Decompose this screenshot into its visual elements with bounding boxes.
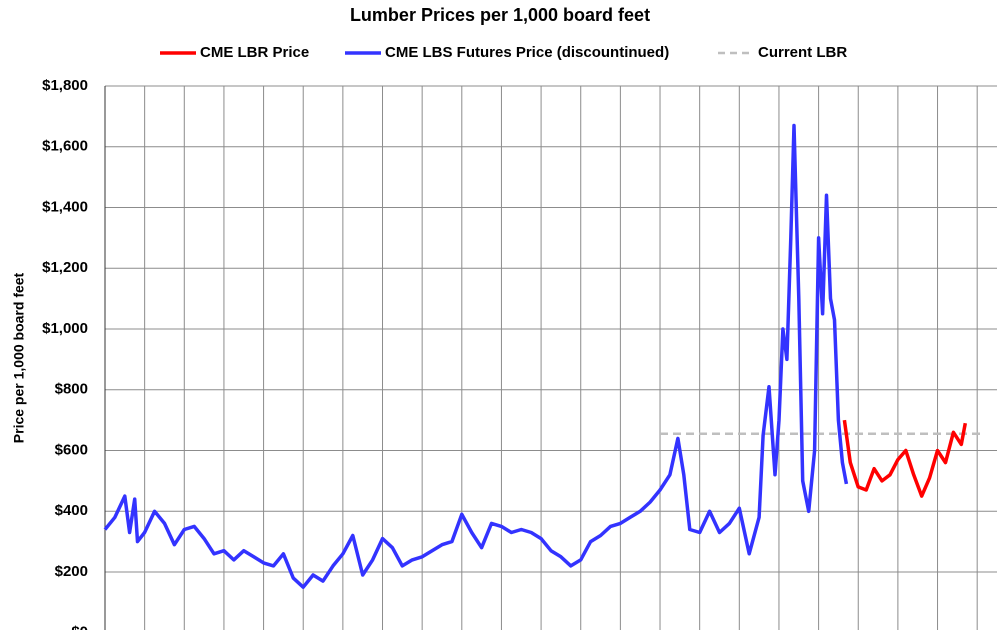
line-series <box>103 123 849 589</box>
y-tick-label: $400 <box>55 502 88 519</box>
y-tick-label: $1,200 <box>42 259 88 276</box>
y-tick-label: $800 <box>55 381 88 398</box>
legend-label: Current LBR <box>758 44 847 61</box>
y-tick-label: $0 <box>71 624 88 630</box>
line-series <box>842 419 968 498</box>
legend-label: CME LBS Futures Price (discountinued) <box>385 44 669 61</box>
y-tick-label: $1,600 <box>42 138 88 155</box>
legend-label: CME LBR Price <box>200 44 309 61</box>
y-tick-label: $1,000 <box>42 320 88 337</box>
y-axis-label: Price per 1,000 board feet <box>11 272 27 443</box>
y-tick-label: $600 <box>55 441 88 458</box>
y-tick-label: $1,400 <box>42 198 88 215</box>
y-tick-label: $1,800 <box>42 77 88 94</box>
y-tick-label: $200 <box>55 563 88 580</box>
chart-title: Lumber Prices per 1,000 board feet <box>350 5 650 25</box>
